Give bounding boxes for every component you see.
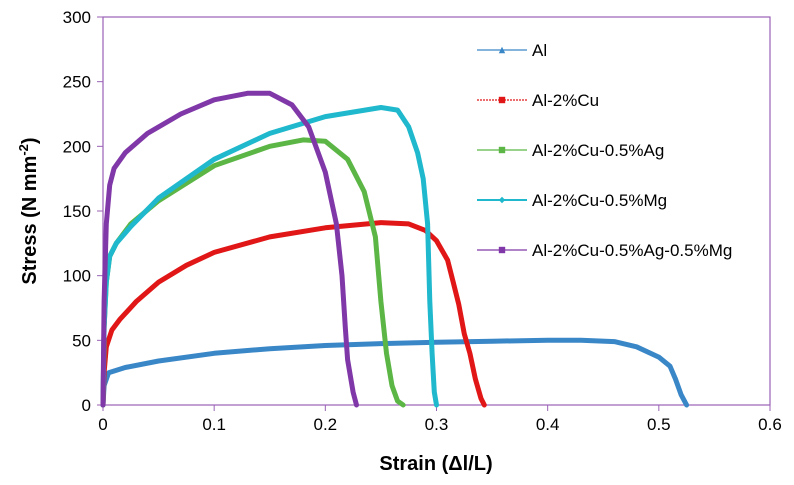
series-line-3 <box>100 105 439 408</box>
x-tick-label: 0.2 <box>314 415 338 434</box>
series-line-1 <box>100 220 487 408</box>
y-axis-title-superscript: -2 <box>16 144 31 156</box>
x-tick-label: 0.3 <box>425 415 449 434</box>
y-axis-title-close: ) <box>19 137 41 144</box>
legend-marker-2 <box>498 146 506 154</box>
legend-marker-3 <box>498 196 506 204</box>
series-line-4 <box>100 90 359 408</box>
legend-label: Al-2%Cu-0.5%Ag-0.5%Mg <box>532 241 732 260</box>
x-tick-label: 0.5 <box>647 415 671 434</box>
y-tick-label: 200 <box>63 137 91 156</box>
x-tick-label: 0 <box>98 415 107 434</box>
y-axis-ticks: 0 50 100 150 200 250 300 <box>63 8 103 415</box>
y-axis-title: Stress (N mm-2) <box>16 137 41 284</box>
y-tick-label: 300 <box>63 8 91 27</box>
y-tick-label: 50 <box>72 331 91 350</box>
legend: Al Al-2%Cu Al-2%Cu-0.5%Ag Al-2%Cu-0.5%Mg Al-… <box>477 41 732 260</box>
legend-marker-4 <box>498 246 506 254</box>
y-axis-title-main: Stress (N mm <box>19 156 41 285</box>
x-axis-ticks: 0 0.1 0.2 0.3 0.4 0.5 0.6 <box>98 405 782 434</box>
x-tick-label: 0.6 <box>758 415 782 434</box>
y-tick-label: 150 <box>63 202 91 221</box>
legend-label: Al <box>532 41 547 60</box>
legend-label: Al-2%Cu <box>532 91 599 110</box>
series-layer <box>100 90 690 408</box>
plot-area-frame <box>102 16 771 406</box>
x-tick-label: 0.4 <box>536 415 560 434</box>
x-tick-label: 0.1 <box>202 415 226 434</box>
x-axis-title: Strain (Δl/L) <box>379 453 492 475</box>
legend-label: Al-2%Cu-0.5%Ag <box>532 141 664 160</box>
legend-label: Al-2%Cu-0.5%Mg <box>532 191 667 210</box>
y-tick-label: 250 <box>63 73 91 92</box>
y-tick-label: 0 <box>82 396 91 415</box>
legend-marker-0 <box>498 46 506 54</box>
y-tick-label: 100 <box>63 267 91 286</box>
legend-marker-1 <box>498 96 506 104</box>
